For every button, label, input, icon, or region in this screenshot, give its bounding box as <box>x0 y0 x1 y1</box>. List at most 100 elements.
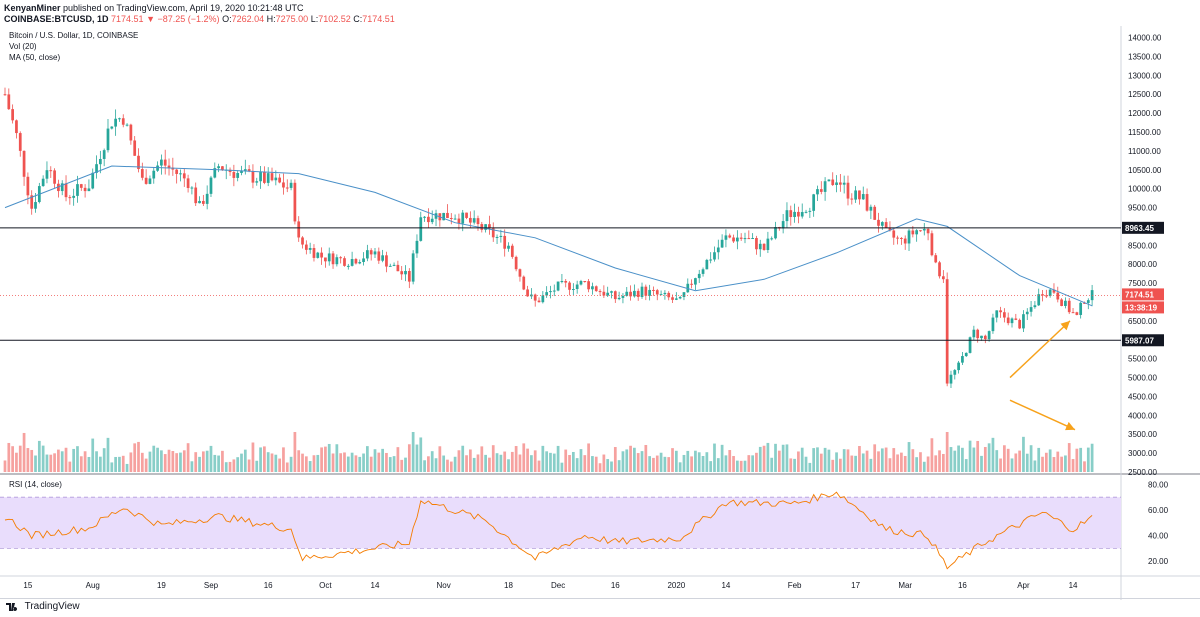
candle-body <box>156 165 159 171</box>
candle-body <box>713 252 716 260</box>
volume-bar <box>720 444 724 472</box>
candle-body <box>266 173 270 183</box>
candle-body <box>76 184 79 196</box>
author-name[interactable]: KenyanMiner <box>4 3 61 13</box>
volume-bar <box>163 454 167 472</box>
volume-bar <box>366 446 369 472</box>
candle-body <box>549 291 552 293</box>
time-tick-label: 14 <box>371 581 380 590</box>
volume-bar <box>385 452 388 472</box>
candle-body <box>3 94 7 96</box>
volume-bar <box>442 455 446 472</box>
candle-body <box>854 190 857 200</box>
volume-bar <box>503 451 507 472</box>
candle-body <box>659 294 663 296</box>
candle-body <box>1003 312 1006 318</box>
volume-bar <box>804 456 808 472</box>
candle-body <box>1052 289 1056 293</box>
volume-bar <box>629 445 632 472</box>
candle-body <box>152 170 156 179</box>
volume-bar <box>125 463 129 472</box>
candle-body <box>880 222 884 226</box>
volume-bar <box>282 447 285 472</box>
candle-body <box>560 281 564 283</box>
volume-bar <box>26 448 30 472</box>
candle-body <box>343 258 346 266</box>
tradingview-logo[interactable]: TradingView <box>6 601 80 612</box>
candle-body <box>369 250 373 255</box>
volume-bar <box>1003 445 1006 472</box>
volume-bar <box>114 456 117 472</box>
candle-body <box>587 281 590 290</box>
candle-body <box>838 182 842 185</box>
candle-body <box>957 362 960 371</box>
price-chart[interactable]: 14000.00 13500.00 13000.00 12500.00 12000.00… <box>0 26 1200 600</box>
candle-body <box>95 164 98 173</box>
time-tick-label: Apr <box>1017 581 1030 590</box>
volume-bar <box>198 456 201 472</box>
candle-body <box>930 233 934 256</box>
volume-bar <box>179 452 182 472</box>
volume-bar <box>240 453 243 472</box>
candle-body <box>736 237 739 242</box>
volume-bar <box>884 447 888 472</box>
time-tick-label: 18 <box>504 581 513 590</box>
volume-bar <box>87 456 91 472</box>
volume-bar <box>411 432 415 472</box>
candle-body <box>1006 317 1010 324</box>
candle-body <box>968 337 972 353</box>
volume-bar <box>713 443 716 472</box>
candle-body <box>953 370 957 375</box>
volume-bar <box>1060 456 1063 472</box>
volume-bar <box>381 448 384 472</box>
volume-bar <box>491 445 495 472</box>
last-price-tag-box <box>1122 288 1164 301</box>
candle-body <box>728 235 732 238</box>
volume-bar <box>64 447 68 472</box>
candle-body <box>331 253 335 265</box>
price-tick-label: 3000.00 <box>1128 449 1157 458</box>
candle-body <box>419 217 423 241</box>
candle-body <box>701 269 705 274</box>
candle-body <box>648 289 652 296</box>
candle-body <box>591 286 594 290</box>
volume-bar <box>819 453 823 472</box>
volume-bar <box>224 462 228 472</box>
candle-body <box>610 291 613 293</box>
countdown-tag-text: 13:38:19 <box>1125 303 1158 312</box>
candle-body <box>869 206 873 211</box>
volume-bar <box>30 449 34 472</box>
volume-bar <box>831 459 835 472</box>
volume-bar <box>602 454 606 472</box>
price-tick-label: 7500.00 <box>1128 279 1157 288</box>
candle-body <box>449 217 453 219</box>
candle-body <box>423 216 426 218</box>
tradingview-icon <box>6 603 18 612</box>
volume-bar <box>373 449 377 472</box>
candle-body <box>514 256 518 270</box>
price-tick-label: 4000.00 <box>1128 411 1157 420</box>
volume-bar <box>777 450 781 472</box>
volume-bar <box>388 457 392 472</box>
candle-body <box>568 282 571 290</box>
candle-body <box>964 352 968 357</box>
candle-body <box>545 292 549 296</box>
volume-bar <box>480 446 484 472</box>
volume-bar <box>1041 456 1044 472</box>
volume-bar <box>1079 447 1083 472</box>
volume-bar <box>156 447 159 472</box>
candle-body <box>983 335 987 340</box>
chart-area[interactable]: 14000.00 13500.00 13000.00 12500.00 12000.00… <box>0 26 1200 600</box>
candle-body <box>537 300 541 303</box>
volume-bar <box>568 455 571 472</box>
volume-bar <box>835 452 838 472</box>
volume-bar <box>552 453 556 472</box>
volume-bar <box>510 451 514 472</box>
close-value: 7174.51 <box>362 14 395 24</box>
volume-bar <box>308 461 312 472</box>
candle-body <box>87 188 91 192</box>
candle-body <box>476 218 480 225</box>
volume-bar <box>15 452 18 472</box>
change-text: ▼ −87.25 (−1.2%) <box>146 14 220 24</box>
candle-body <box>461 212 465 224</box>
